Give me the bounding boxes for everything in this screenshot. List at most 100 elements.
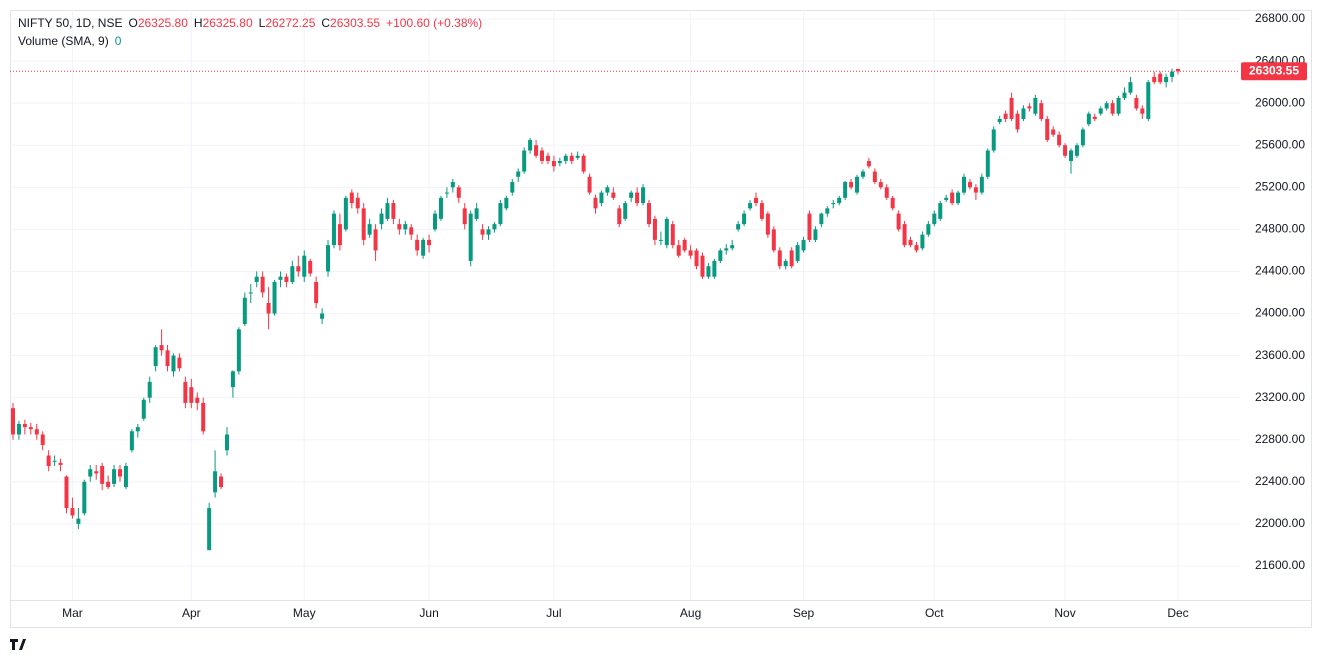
candle-body xyxy=(177,357,182,369)
candle-body xyxy=(343,197,348,230)
candle-body xyxy=(1170,71,1175,77)
candle-body xyxy=(712,260,717,277)
candle-body xyxy=(920,234,925,249)
candle-body xyxy=(254,276,259,282)
candle-body xyxy=(94,471,99,474)
candle-body xyxy=(1057,134,1062,146)
candle-body xyxy=(1009,97,1014,119)
candle-body xyxy=(825,208,830,214)
candles xyxy=(11,68,1180,551)
candle-body xyxy=(635,192,640,204)
candle-body xyxy=(260,276,265,293)
candle-body xyxy=(326,245,331,272)
candle-body xyxy=(266,303,271,314)
candle-body xyxy=(1021,108,1026,119)
candle-body xyxy=(1027,106,1032,109)
candle-body xyxy=(391,203,396,219)
chart-frame xyxy=(10,10,1312,628)
candle-body xyxy=(985,150,990,177)
x-tick-label: Sep xyxy=(793,606,815,620)
candle-body xyxy=(1158,73,1163,83)
candle-body xyxy=(1128,82,1133,93)
candle-body xyxy=(492,224,497,230)
candle-body xyxy=(52,460,57,462)
candle-body xyxy=(480,229,485,235)
candle-body xyxy=(557,161,562,164)
candle-body xyxy=(753,197,758,204)
close-label: C xyxy=(321,16,330,30)
candle-body xyxy=(724,248,729,251)
candle-body xyxy=(831,203,836,205)
candle-body xyxy=(183,381,188,403)
candle-body xyxy=(569,155,574,162)
candle-body xyxy=(349,192,354,204)
candle-body xyxy=(908,239,913,246)
candle-body xyxy=(682,239,687,251)
candle-body xyxy=(1080,129,1085,146)
symbol: NIFTY 50, 1D, NSE xyxy=(18,16,122,30)
candle-body xyxy=(765,213,770,235)
candle-body xyxy=(486,229,491,235)
candle-body xyxy=(676,245,681,256)
candle-body xyxy=(195,397,200,403)
candle-body xyxy=(100,466,105,484)
candle-body xyxy=(1063,145,1068,156)
x-tick-label: Nov xyxy=(1054,606,1075,620)
candle-body xyxy=(189,387,194,403)
candle-body xyxy=(450,182,455,188)
candle-body xyxy=(641,187,646,204)
candle-body xyxy=(718,250,723,261)
candle-body xyxy=(171,355,176,372)
y-tick-label: 24800.00 xyxy=(1255,222,1305,236)
candle-body xyxy=(629,192,634,198)
candle-body xyxy=(884,187,889,198)
candle-body xyxy=(872,171,877,183)
candle-body xyxy=(147,381,152,398)
candle-body xyxy=(748,203,753,209)
candle-body xyxy=(528,139,533,151)
candle-body xyxy=(759,203,764,219)
candle-body xyxy=(819,213,824,225)
candle-body xyxy=(1074,145,1079,156)
candle-body xyxy=(593,197,598,209)
candle-body xyxy=(522,150,527,172)
last-price-tag xyxy=(1241,62,1307,81)
candle-body xyxy=(421,239,426,256)
candle-body xyxy=(34,429,39,435)
candle-body xyxy=(433,213,438,230)
candle-body xyxy=(605,187,610,193)
y-tick-label: 26800.00 xyxy=(1255,11,1305,25)
candle-body xyxy=(956,192,961,204)
candle-body xyxy=(76,518,81,524)
candle-body xyxy=(1110,103,1115,114)
candle-body xyxy=(1176,68,1180,72)
x-tick-label: Dec xyxy=(1167,606,1188,620)
candle-body xyxy=(230,371,235,388)
candle-body xyxy=(361,208,366,240)
candle-body xyxy=(219,476,224,488)
candle-body xyxy=(771,229,776,251)
candle-body xyxy=(855,176,860,193)
candle-body xyxy=(1116,97,1121,114)
candle-body xyxy=(1152,76,1157,83)
candle-body xyxy=(272,281,277,314)
candle-body xyxy=(106,481,111,488)
candle-body xyxy=(551,161,556,167)
y-tick-label: 22000.00 xyxy=(1255,516,1305,530)
candle-body xyxy=(296,266,301,272)
candle-body xyxy=(82,481,87,514)
candle-body xyxy=(201,402,206,432)
y-tick-label: 22800.00 xyxy=(1255,432,1305,446)
candle-body xyxy=(997,118,1002,123)
candle-body xyxy=(914,245,919,251)
candle-body xyxy=(112,469,117,484)
candle-body xyxy=(159,345,164,351)
candle-body xyxy=(652,218,657,240)
candle-body xyxy=(777,250,782,267)
candle-body xyxy=(58,462,63,465)
x-tick-label: May xyxy=(293,606,316,620)
candle-body xyxy=(504,197,509,209)
candle-body xyxy=(308,260,313,274)
candle-body xyxy=(866,161,871,167)
candle-body xyxy=(932,213,937,225)
